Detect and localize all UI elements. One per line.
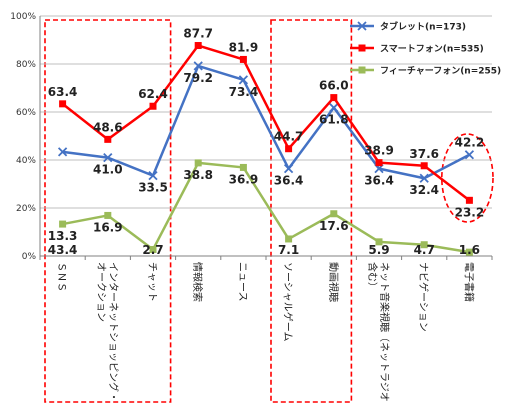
x-axis-label: オークション <box>95 262 107 322</box>
data-point <box>149 102 157 110</box>
series-line-2 <box>62 161 470 254</box>
x-axis-label: ニュース <box>236 262 247 302</box>
data-point <box>239 163 247 171</box>
legend-marker <box>357 21 367 31</box>
series-line-1 <box>61 44 471 202</box>
x-axis-label: ソーシャルゲーム <box>282 262 294 342</box>
data-point <box>329 103 339 113</box>
data-label: 2.7 <box>142 243 163 257</box>
data-label: 61.8 <box>319 113 349 127</box>
data-label: 73.4 <box>229 85 259 99</box>
data-label: 44.7 <box>274 130 304 144</box>
data-label: 33.5 <box>138 181 168 195</box>
x-axis-label: ＳＮＳ <box>56 262 67 292</box>
data-label: 7.1 <box>278 243 299 257</box>
data-point <box>420 162 428 170</box>
data-label: 63.4 <box>48 85 78 99</box>
data-point <box>285 145 293 153</box>
data-label: 38.9 <box>364 144 394 158</box>
data-label: 16.9 <box>93 220 123 234</box>
x-axis-label: 動画視聴 <box>327 262 340 302</box>
data-label: 62.4 <box>138 87 168 101</box>
data-label: 5.9 <box>368 243 389 257</box>
data-point <box>283 164 294 174</box>
series-line-0 <box>62 64 470 180</box>
x-axis-label: 電子書籍 <box>462 262 475 302</box>
data-point <box>330 94 338 102</box>
legend-label: フィーチャーフォン(n=255) <box>380 66 501 77</box>
data-point <box>104 135 112 143</box>
data-label: 41.0 <box>93 163 123 177</box>
axis-layer: 0% 20% 40% 60% 80% 100% <box>10 12 493 262</box>
y-tick-label: 0% <box>22 252 37 262</box>
data-label: 48.6 <box>93 120 123 134</box>
data-point <box>375 238 383 246</box>
data-label: 17.6 <box>319 219 349 233</box>
legend-label: タブレット(n=173) <box>380 21 466 33</box>
series-layer <box>57 42 475 256</box>
x-axis-label: ナビゲーション <box>417 262 429 332</box>
data-point <box>193 61 203 71</box>
data-label: 66.0 <box>319 79 349 93</box>
highlight-layer <box>44 19 494 403</box>
data-point <box>103 152 113 163</box>
data-point <box>419 173 429 183</box>
data-label: 4.7 <box>414 243 435 257</box>
data-point <box>420 241 428 249</box>
legend-marker <box>358 44 366 52</box>
data-point <box>59 100 67 108</box>
data-label: 32.4 <box>409 183 439 197</box>
data-label: 42.2 <box>455 136 485 150</box>
data-label: 87.7 <box>183 27 213 41</box>
highlight-box-0 <box>44 19 172 403</box>
y-tick-label: 60% <box>16 108 36 118</box>
data-label: 36.4 <box>364 174 394 188</box>
data-point <box>330 210 338 218</box>
legend-label: スマートフォン(n=535) <box>380 44 484 55</box>
data-point <box>194 42 202 50</box>
data-label: 36.4 <box>274 174 304 188</box>
data-label: 81.9 <box>229 40 259 54</box>
grid-layer <box>40 15 492 209</box>
legend-marker <box>358 66 366 74</box>
data-label: 13.3 <box>48 229 78 243</box>
data-point <box>465 248 473 256</box>
y-tick-label: 100% <box>10 12 36 22</box>
data-label: 1.6 <box>459 243 480 257</box>
highlight-ellipse-2 <box>440 133 494 223</box>
data-point <box>375 159 383 167</box>
x-axis-label: 含む） <box>366 262 379 292</box>
data-point <box>239 55 247 63</box>
data-point <box>194 159 202 167</box>
data-point <box>57 147 68 157</box>
x-axis-label: チャット <box>146 262 158 302</box>
data-point <box>465 196 473 204</box>
data-label: 43.4 <box>48 243 78 257</box>
data-label: 36.9 <box>229 172 259 186</box>
x-axis-label-layer: ＳＮＳ インターネットショッピング・オークション チャット 情報検索 ニュース ソーシャル… <box>56 262 476 402</box>
data-point <box>148 170 158 181</box>
data-label: 23.2 <box>455 205 485 219</box>
x-axis-label: 情報検索 <box>191 262 204 302</box>
legend: タブレット(n=173) スマートフォン(n=535) フィーチャーフォン(n=25… <box>350 21 501 77</box>
y-tick-label: 80% <box>16 60 36 70</box>
x-axis-label: インターネットショッピング・ <box>107 262 120 402</box>
data-label: 38.8 <box>183 168 213 182</box>
data-point <box>285 235 293 243</box>
highlight-box-1 <box>270 19 353 403</box>
data-point <box>464 150 475 160</box>
data-label: 79.2 <box>183 71 213 85</box>
data-label-layer: 63.4 13.343.4 48.6 41.0 16.9 62.4 33.5 2.7 87.7 7… <box>48 27 484 257</box>
y-tick-label: 40% <box>16 156 36 166</box>
data-point <box>104 211 112 219</box>
x-axis-label: ネット音楽視聴（ネットラジオ <box>378 262 391 402</box>
data-point <box>238 75 249 85</box>
y-tick-label: 20% <box>16 204 36 214</box>
data-point <box>149 246 157 254</box>
data-label: 37.6 <box>409 147 439 161</box>
data-point <box>59 220 67 228</box>
